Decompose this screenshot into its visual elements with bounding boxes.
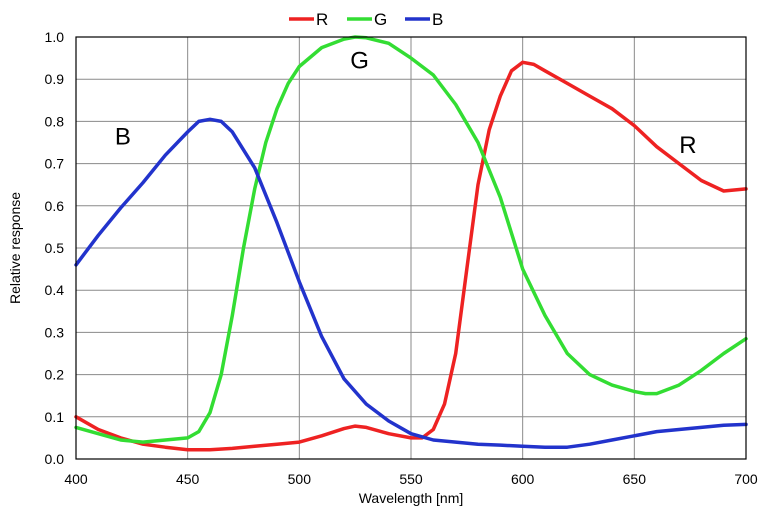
- y-tick-label: 1.0: [45, 29, 65, 45]
- x-axis-title: Wavelength [nm]: [359, 490, 464, 506]
- annotation-b: B: [115, 124, 131, 151]
- y-tick-label: 0.8: [45, 113, 65, 129]
- y-tick-label: 0.1: [45, 409, 65, 425]
- x-tick-label: 650: [623, 471, 647, 487]
- y-axis-title: Relative response: [7, 192, 23, 304]
- y-tick-label: 0.4: [45, 282, 65, 298]
- series-line-b: [74, 117, 748, 449]
- curve-annotations: B G R: [115, 48, 697, 159]
- x-tick-label: 700: [734, 471, 758, 487]
- y-tick-label: 0.7: [45, 156, 65, 172]
- x-tick-label: 400: [64, 471, 88, 487]
- x-tick-label: 450: [176, 471, 200, 487]
- x-tick-labels: 400 450 500 550 600 650 700: [64, 471, 758, 487]
- plot-frame: [75, 36, 747, 460]
- legend-label-g: G: [374, 10, 387, 29]
- legend-label-r: R: [316, 10, 328, 29]
- y-tick-label: 0.3: [45, 324, 65, 340]
- y-tick-labels: 0.0 0.1 0.2 0.3 0.4 0.5 0.6 0.7 0.8 0.9 1.0: [45, 29, 65, 467]
- y-tick-label: 0.9: [45, 71, 65, 87]
- x-tick-label: 550: [399, 471, 423, 487]
- y-tick-label: 0.6: [45, 198, 65, 214]
- series-line-r: [74, 60, 748, 452]
- x-tick-label: 500: [288, 471, 312, 487]
- annotation-g: G: [350, 48, 369, 75]
- y-tick-label: 0.2: [45, 367, 65, 383]
- annotation-r: R: [679, 132, 696, 159]
- y-tick-label: 0.5: [45, 240, 65, 256]
- x-tick-label: 600: [511, 471, 535, 487]
- legend-label-b: B: [432, 10, 443, 29]
- y-tick-label: 0.0: [45, 451, 65, 467]
